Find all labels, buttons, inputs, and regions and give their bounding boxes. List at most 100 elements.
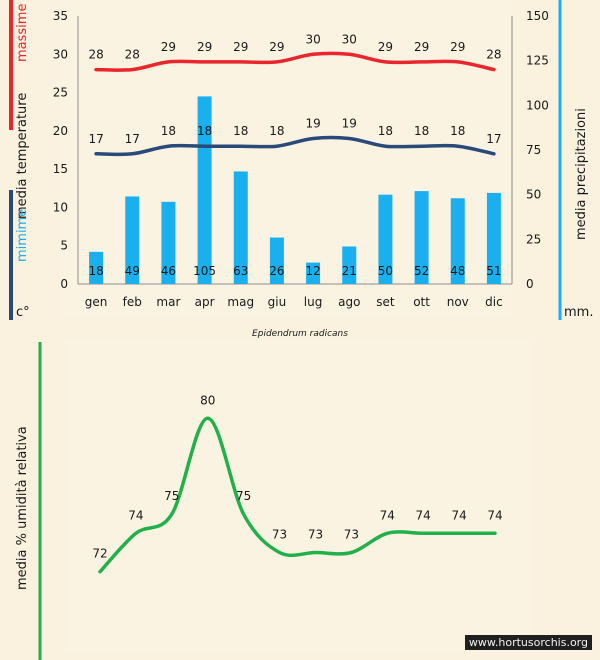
temperature-data-label: 19 — [305, 117, 320, 131]
x-tick-label: mag — [227, 295, 254, 309]
x-tick-label: gen — [85, 295, 108, 309]
temperature-line-minime — [94, 135, 496, 157]
temperature-data-label: 29 — [269, 40, 284, 54]
x-tick-label: giu — [268, 295, 287, 309]
y-left-tick-label: 35 — [53, 9, 68, 23]
humidity-data-label: 73 — [308, 528, 323, 542]
temperature-data-label: 17 — [125, 132, 140, 146]
precipitation-bar — [125, 196, 140, 284]
y-left-tick-label: 15 — [53, 162, 68, 176]
chart-title: Epidendrum radicans — [252, 329, 348, 339]
temperature-data-label: 17 — [486, 132, 501, 146]
precipitation-data-label: 49 — [125, 264, 140, 278]
precipitation-bar — [486, 192, 501, 284]
precipitation-bar — [233, 171, 248, 284]
x-tick-label: mar — [156, 295, 180, 309]
right-unit-label: mm. — [564, 305, 593, 320]
x-tick-label: apr — [195, 295, 215, 309]
left-tick-labels: 0 5 10 15 20 25 30 35 — [53, 9, 68, 291]
humidity-line — [98, 416, 497, 574]
humidity-data-label: 74 — [487, 508, 502, 522]
y-left-tick-label: 30 — [53, 47, 68, 61]
temperature-data-label: 29 — [378, 40, 393, 54]
temperature-data-label: 30 — [342, 32, 357, 46]
humidity-data-label: 80 — [200, 393, 215, 407]
humidity-axis-label: media % umidità relativa — [15, 426, 30, 590]
temperature-data-label: 18 — [269, 124, 284, 138]
temperature-data-label: 19 — [342, 117, 357, 131]
precipitation-bars — [89, 96, 501, 285]
precipitation-bar — [197, 96, 212, 285]
temperature-data-label: 29 — [450, 40, 465, 54]
temperature-line-massime — [94, 51, 496, 72]
humidity-data-label: 74 — [380, 508, 395, 522]
left-axis-label: massime media temperature mimime — [15, 4, 30, 262]
y-left-tick-label: 10 — [53, 200, 68, 214]
label-media-temperature: media temperature — [15, 93, 30, 219]
left-unit-label: c° — [16, 305, 30, 320]
temperature-lines — [94, 51, 496, 157]
y-right-tick-label: 125 — [526, 54, 549, 68]
temperature-data-label: 18 — [414, 124, 429, 138]
temperature-data-label: 29 — [414, 40, 429, 54]
temperature-data-label: 29 — [233, 40, 248, 54]
humidity-data-label: 72 — [92, 547, 107, 561]
right-tick-labels: 0 25 50 75 100 125 150 — [526, 9, 549, 291]
y-right-tick-label: 150 — [526, 9, 549, 23]
precipitation-bar — [161, 201, 176, 284]
right-axis-label: media precipitazioni — [574, 108, 589, 240]
x-tick-label: lug — [304, 295, 323, 309]
precipitation-bar — [378, 194, 393, 284]
x-tick-label: set — [376, 295, 395, 309]
temperature-data-label: 17 — [88, 132, 103, 146]
precipitation-data-label: 105 — [193, 264, 216, 278]
temperature-data-label: 28 — [88, 48, 103, 62]
y-right-tick-label: 25 — [526, 232, 541, 246]
temperature-data-label: 18 — [197, 124, 212, 138]
bottom-plot-area — [66, 340, 532, 652]
precipitation-data-label: 51 — [486, 264, 501, 278]
precipitation-data-label: 12 — [305, 264, 320, 278]
temperature-data-label: 29 — [197, 40, 212, 54]
precipitation-data-label: 48 — [450, 264, 465, 278]
temperature-data-label: 18 — [233, 124, 248, 138]
temperature-data-label: 28 — [125, 48, 140, 62]
label-minime: mimime — [15, 209, 30, 262]
humidity-data-label: 75 — [236, 489, 251, 503]
temperature-data-label: 18 — [450, 124, 465, 138]
humidity-data-label: 74 — [416, 508, 431, 522]
y-left-tick-label: 0 — [60, 277, 68, 291]
y-right-tick-label: 0 — [526, 277, 534, 291]
precipitation-bar — [89, 251, 104, 284]
y-left-tick-label: 20 — [53, 124, 68, 138]
precipitation-data-label: 21 — [342, 264, 357, 278]
watermark: www.hortusorchis.org — [464, 635, 592, 650]
x-tick-label: ott — [413, 295, 430, 309]
precipitation-bar — [342, 246, 357, 284]
precipitation-bar — [306, 262, 321, 284]
temperature-data-label: 28 — [486, 48, 501, 62]
month-labels: gen feb mar apr mag giu lug ago set ott nov dic — [85, 295, 503, 309]
y-right-tick-label: 100 — [526, 98, 549, 112]
y-right-tick-label: 75 — [526, 143, 541, 157]
humidity-series-line — [98, 416, 497, 574]
precipitation-data-label: 18 — [88, 264, 103, 278]
humidity-data-label: 73 — [344, 528, 359, 542]
humidity-data-label: 73 — [272, 528, 287, 542]
y-left-tick-label: 25 — [53, 86, 68, 100]
x-tick-label: feb — [123, 295, 142, 309]
label-massime: massime — [15, 4, 30, 62]
precipitation-data-label: 63 — [233, 264, 248, 278]
temperature-data-label: 18 — [378, 124, 393, 138]
precipitation-data-label: 50 — [378, 264, 393, 278]
y-left-tick-label: 5 — [60, 239, 68, 253]
y-right-tick-label: 50 — [526, 188, 541, 202]
precipitation-bar — [414, 191, 429, 284]
precipitation-data-label: 46 — [161, 264, 176, 278]
precipitation-bar — [269, 237, 284, 284]
x-tick-label: dic — [485, 295, 503, 309]
temperature-data-label: 30 — [305, 32, 320, 46]
humidity-data-labels: 72 74 75 80 75 73 73 73 74 74 74 74 — [92, 393, 502, 560]
precipitation-bar — [450, 198, 465, 284]
